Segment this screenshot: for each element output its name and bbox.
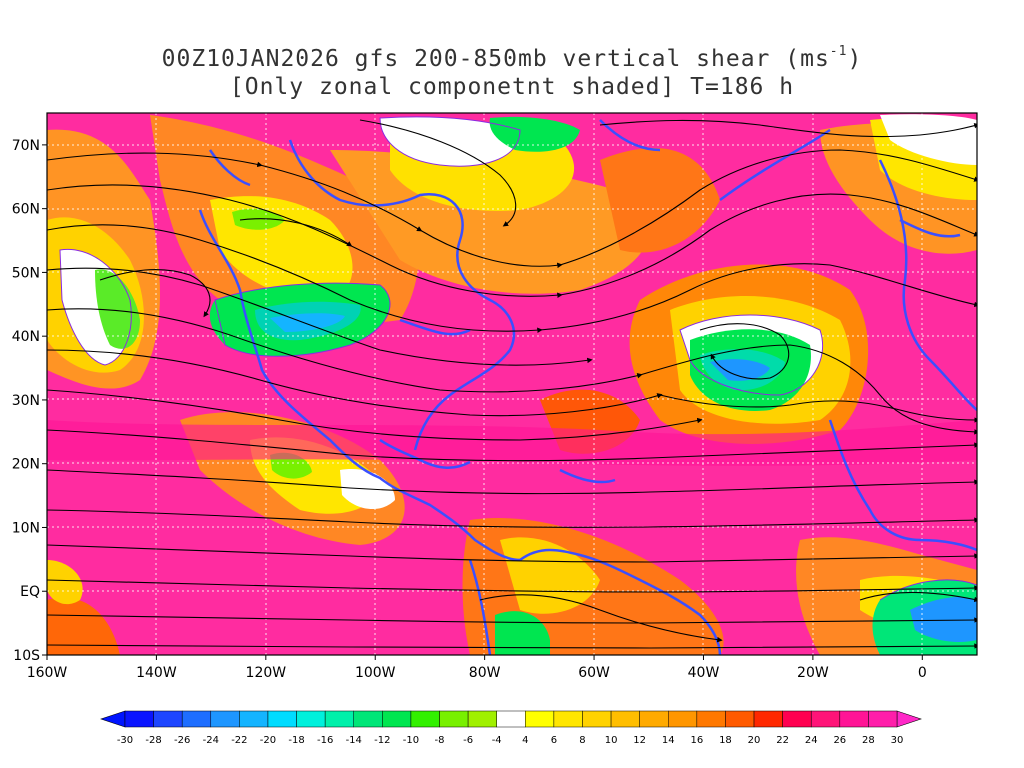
- colorbar-swatch: [382, 710, 412, 728]
- lon-tick-label: 40W: [688, 665, 720, 681]
- colorbar-label: -18: [288, 735, 304, 746]
- colorbar-label: -12: [374, 735, 390, 746]
- colorbar-swatch: [124, 710, 154, 728]
- colorbar-swatch: [839, 710, 869, 728]
- colorbar-swatch: [639, 710, 669, 728]
- colorbar-swatch: [296, 710, 326, 728]
- colorbar-label: -10: [403, 735, 419, 746]
- lon-tick-label: 60W: [578, 665, 610, 681]
- lon-tick-label: 120W: [246, 665, 287, 681]
- colorbar-label: 12: [633, 735, 646, 746]
- lat-tick-label: 20N: [12, 457, 40, 473]
- colorbar-label: 8: [579, 735, 585, 746]
- colorbar-swatch: [810, 710, 841, 728]
- colorbar-label: -30: [117, 735, 133, 746]
- colorbar-label: -4: [492, 735, 502, 746]
- colorbar-swatch: [582, 710, 612, 728]
- colorbar-swatch: [439, 710, 469, 728]
- latitude-axis: 70N 60N 50N 40N 30N 20N 10N EQ 10S: [12, 138, 47, 664]
- colorbar-swatch: [181, 710, 212, 728]
- lon-tick-label: 80W: [469, 665, 501, 681]
- colorbar-label: 30: [891, 735, 904, 746]
- colorbar-label: 6: [551, 735, 557, 746]
- colorbar-swatch: [868, 710, 898, 728]
- colorbar-swatch: [267, 710, 297, 728]
- map-plot-area: [47, 113, 977, 655]
- colorbar-swatch: [525, 710, 555, 728]
- colorbar-swatch: [210, 710, 240, 728]
- colorbar-swatch: [467, 710, 497, 728]
- colorbar-label: -8: [435, 735, 445, 746]
- colorbar-swatch: [553, 710, 583, 728]
- shear-contours: [59, 116, 977, 601]
- colorbar-label: -16: [317, 735, 333, 746]
- colorbar-swatch: [753, 710, 783, 728]
- colorbar-swatch: [696, 710, 726, 728]
- colorbar-label: 20: [748, 735, 761, 746]
- colorbar-swatch: [353, 710, 383, 728]
- colorbar: -30 -28 -26 -24 -22 -20 -18 -16 -14 -12 -10 -8 -6 -4 4…: [100, 710, 922, 746]
- streamlines: [47, 119, 977, 649]
- colorbar-label: -6: [463, 735, 473, 746]
- map-title-line1: 00Z10JAN2026 gfs 200-850mb vertical shea…: [161, 44, 863, 72]
- colorbar-swatch: [239, 710, 269, 728]
- colorbar-swatch: [410, 710, 440, 728]
- lon-tick-label: 20W: [797, 665, 829, 681]
- map-frame: [46, 112, 978, 656]
- lon-tick-label: 160W: [27, 665, 68, 681]
- colorbar-swatch: [324, 710, 354, 728]
- colorbar-label: 10: [605, 735, 618, 746]
- colorbar-label: 14: [662, 735, 675, 746]
- lat-tick-label: 10S: [13, 648, 40, 664]
- colorbar-label: -14: [346, 735, 362, 746]
- colorbar-label: -24: [203, 735, 219, 746]
- colorbar-label: 4: [522, 735, 528, 746]
- colorbar-swatch: [610, 710, 640, 728]
- colorbar-swatch: [153, 710, 183, 728]
- colorbar-label: 18: [719, 735, 732, 746]
- lat-tick-label: 50N: [12, 265, 40, 281]
- colorbar-swatch: [782, 710, 812, 728]
- colorbar-label: -28: [145, 735, 161, 746]
- map-title-line2: [Only zonal componetnt shaded] T=186 h: [229, 74, 795, 100]
- colorbar-low-arrow: [100, 710, 126, 728]
- colorbar-label: -20: [260, 735, 276, 746]
- colorbar-label: 16: [690, 735, 703, 746]
- colorbar-label: 28: [862, 735, 875, 746]
- lat-tick-label: 30N: [12, 393, 40, 409]
- colorbar-label: -26: [174, 735, 190, 746]
- colorbar-label: 26: [833, 735, 846, 746]
- lat-tick-label: 70N: [12, 138, 40, 154]
- colorbar-high-arrow: [896, 710, 922, 728]
- lat-tick-label: 40N: [12, 329, 40, 345]
- colorbar-swatch: [725, 710, 755, 728]
- lat-tick-label: 10N: [12, 520, 40, 536]
- colorbar-label: -22: [231, 735, 247, 746]
- lat-tick-label: EQ: [20, 584, 40, 600]
- colorbar-swatch: [668, 710, 698, 728]
- colorbar-label: 24: [805, 735, 818, 746]
- lat-tick-label: 60N: [12, 202, 40, 218]
- longitude-axis: 160W 140W 120W 100W 80W 60W 40W 20W 0: [27, 655, 927, 681]
- lon-tick-label: 0: [918, 665, 927, 681]
- colorbar-swatch: [496, 710, 526, 728]
- lon-tick-label: 100W: [355, 665, 396, 681]
- colorbar-label: 22: [776, 735, 789, 746]
- lon-tick-label: 140W: [136, 665, 177, 681]
